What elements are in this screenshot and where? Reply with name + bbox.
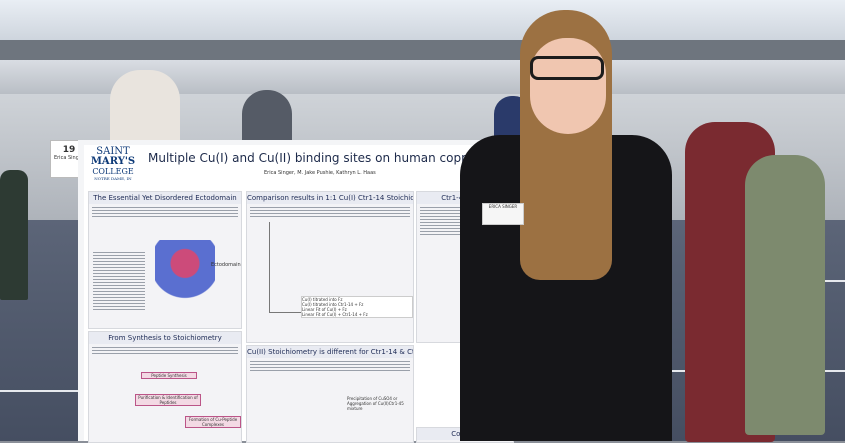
balcony-railing bbox=[0, 40, 845, 60]
section-comparison-heading: Comparison results in 1:1 Cu(I) Ctr1-14 … bbox=[247, 192, 413, 204]
presenter-name-tag: ERICA SINGER bbox=[482, 203, 524, 225]
poster-title: Multiple Cu(I) and Cu(II) binding sites … bbox=[148, 151, 639, 165]
protein-structure-figure bbox=[155, 240, 215, 318]
section-synthesis-heading: From Synthesis to Stoichiometry bbox=[89, 332, 241, 344]
flow-step-synthesis: Peptide Synthesis bbox=[141, 372, 197, 379]
presenter-glasses bbox=[530, 56, 604, 80]
plot-legend: Cu(I) titrated into Fz Cu(I) titrated in… bbox=[301, 296, 413, 318]
section-synthesis: From Synthesis to Stoichiometry Peptide … bbox=[88, 331, 242, 443]
research-poster: SAINT MARY'S COLLEGE NOTRE DAME, IN Mult… bbox=[84, 145, 639, 443]
presenter-name: Erica Singer bbox=[53, 155, 85, 161]
poster-number: 19 bbox=[62, 145, 76, 155]
section-cu2-stoichiometry: Cu(II) Stoichiometry is different for Ct… bbox=[246, 345, 414, 443]
section-comparison: Comparison results in 1:1 Cu(I) Ctr1-14 … bbox=[246, 191, 414, 343]
precipitation-note: Precipitation of CuSO4 or Aggregation of… bbox=[347, 396, 404, 411]
section-ectodomain: The Essential Yet Disordered Ectodomain … bbox=[88, 191, 242, 329]
flow-step-complexes: Formation of Cu-Peptide Complexes bbox=[185, 416, 241, 428]
section-ectodomain-heading: The Essential Yet Disordered Ectodomain bbox=[89, 192, 241, 204]
background-person-far-left bbox=[0, 170, 28, 300]
background-person-left bbox=[110, 70, 180, 150]
background-person-right bbox=[745, 155, 825, 435]
presenter-face bbox=[530, 38, 606, 134]
background-person-man bbox=[242, 90, 292, 145]
section-cu2-heading: Cu(II) Stoichiometry is different for Ct… bbox=[247, 346, 413, 358]
college-logo: SAINT MARY'S COLLEGE NOTRE DAME, IN bbox=[90, 146, 136, 182]
poster-authors: Erica Singer, M. Jake Pushie, Kathryn L.… bbox=[264, 170, 376, 176]
flow-step-purification: Purification & Identification of Peptide… bbox=[135, 394, 201, 406]
ectodomain-figure-label: Ectodomain bbox=[211, 262, 241, 268]
